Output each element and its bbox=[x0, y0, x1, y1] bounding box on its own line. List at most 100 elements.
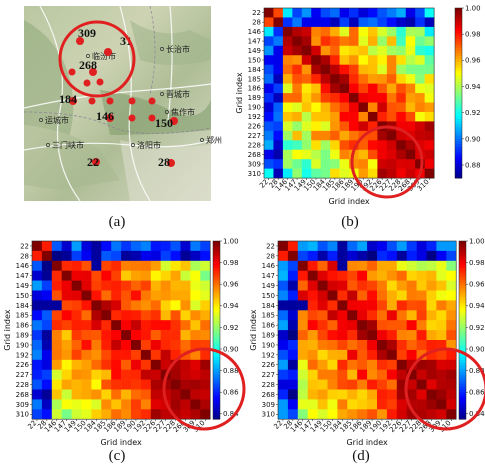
heatmap-cell bbox=[311, 102, 321, 113]
heatmap-cell bbox=[101, 359, 112, 370]
heatmap-cell bbox=[405, 83, 416, 94]
heatmap-cell bbox=[317, 349, 328, 361]
heatmap-cell bbox=[301, 159, 312, 169]
heatmap-cell bbox=[396, 330, 407, 341]
heatmap-cell bbox=[170, 241, 181, 252]
heatmap-cell bbox=[367, 83, 378, 94]
heatmap-cell bbox=[386, 250, 398, 262]
heatmap-cell bbox=[337, 260, 348, 271]
heatmap-cell bbox=[377, 379, 388, 390]
heatmap-cell bbox=[406, 349, 417, 361]
heatmap-cell bbox=[264, 64, 274, 75]
heatmap-cell bbox=[51, 369, 62, 380]
heatmap-cell bbox=[282, 8, 293, 18]
colorbar-segment bbox=[213, 270, 220, 275]
heatmap-cell bbox=[307, 270, 318, 281]
heatmap-cell bbox=[61, 310, 72, 321]
heatmap-cell bbox=[307, 349, 318, 361]
heatmap-cell bbox=[330, 149, 340, 160]
terrain-shading bbox=[24, 20, 211, 201]
colorbar-segment bbox=[459, 344, 466, 349]
heatmap-cell bbox=[347, 280, 358, 291]
heatmap-cell bbox=[111, 320, 122, 331]
colorbar-tick-label: 0.88 bbox=[223, 367, 239, 375]
heatmap-cell bbox=[150, 349, 161, 361]
heatmap-cell bbox=[180, 340, 191, 351]
heatmap-cell bbox=[436, 409, 447, 420]
heatmap-cell bbox=[264, 45, 274, 56]
heatmap-cell bbox=[71, 300, 82, 311]
colorbar-segment bbox=[213, 261, 220, 266]
heatmap-cell bbox=[337, 389, 348, 400]
colorbar-tick-label: 0.94 bbox=[223, 302, 239, 310]
colorbar-segment bbox=[213, 318, 220, 322]
heatmap-cell bbox=[131, 280, 142, 291]
heatmap-cell bbox=[71, 241, 82, 252]
colorbar-tick-label: 1.00 bbox=[465, 4, 481, 12]
colorbar-segment bbox=[213, 398, 220, 402]
heatmap-cell bbox=[180, 270, 191, 281]
colorbar-segment bbox=[213, 321, 220, 325]
heatmap-cell bbox=[330, 140, 340, 151]
heatmap-cell bbox=[386, 159, 397, 169]
heatmap-cell bbox=[415, 83, 425, 94]
heatmap-cell bbox=[327, 290, 338, 301]
heatmap-cell bbox=[190, 369, 201, 380]
heatmap-cell bbox=[292, 111, 303, 122]
heatmap-cell bbox=[282, 93, 293, 103]
heatmap-cell bbox=[297, 260, 308, 271]
heatmap-cell bbox=[131, 290, 142, 301]
heatmap-cell bbox=[436, 340, 447, 351]
heatmap-cell bbox=[160, 270, 171, 281]
heatmap-cell bbox=[71, 379, 82, 390]
heatmap-cell bbox=[150, 409, 161, 420]
heatmap-cell bbox=[347, 389, 358, 400]
colorbar-segment bbox=[455, 90, 462, 94]
colorbar-segment bbox=[455, 33, 462, 37]
grid-point-marker bbox=[92, 158, 100, 166]
colorbar-segment bbox=[213, 404, 220, 408]
heatmap-cell bbox=[140, 369, 152, 380]
colorbar-segment bbox=[459, 410, 466, 414]
heatmap-cell bbox=[111, 260, 122, 271]
heatmap-cell bbox=[415, 8, 425, 18]
heatmap-cell bbox=[320, 55, 331, 65]
heatmap-cell bbox=[131, 270, 142, 281]
y-tick-label: 186 bbox=[262, 322, 276, 330]
heatmap-cell bbox=[347, 369, 358, 380]
heatmap-cell bbox=[405, 55, 416, 65]
heatmap-cell bbox=[282, 111, 293, 122]
heatmap-cell bbox=[406, 369, 417, 380]
heatmap-cell bbox=[424, 130, 435, 141]
colorbar-frame bbox=[458, 240, 467, 420]
heatmap-cell bbox=[377, 26, 388, 37]
heatmap-cell bbox=[446, 250, 457, 262]
colorbar-segment bbox=[459, 386, 466, 390]
heatmap-cell bbox=[51, 250, 62, 262]
heatmap-cell bbox=[396, 121, 407, 132]
colorbar-segment bbox=[459, 324, 466, 328]
colorbar-segment bbox=[213, 285, 220, 289]
heatmap-cell bbox=[297, 300, 308, 311]
heatmap-cell bbox=[111, 280, 122, 291]
heatmap-cell bbox=[41, 330, 53, 341]
heatmap-cell bbox=[367, 349, 378, 361]
heatmap-cell bbox=[406, 399, 417, 410]
heatmap-cell bbox=[337, 369, 348, 380]
heatmap-cell bbox=[327, 389, 338, 400]
heatmap-cell bbox=[121, 409, 132, 420]
heatmap-cell bbox=[327, 359, 338, 370]
caption-b: (b) bbox=[341, 214, 359, 230]
heatmap-cell bbox=[396, 93, 407, 103]
heatmap-cell bbox=[415, 102, 425, 113]
heatmap-cell bbox=[32, 260, 43, 271]
y-tick-label: 228 bbox=[262, 381, 275, 389]
heatmap-cell bbox=[426, 359, 437, 370]
heatmap-cell bbox=[282, 149, 293, 160]
heatmap-cell bbox=[396, 55, 407, 65]
heatmap-cell bbox=[131, 369, 142, 380]
heatmap-cell bbox=[377, 320, 388, 331]
grid-point-label: 184 bbox=[59, 92, 77, 106]
colorbar-segment bbox=[455, 87, 462, 91]
